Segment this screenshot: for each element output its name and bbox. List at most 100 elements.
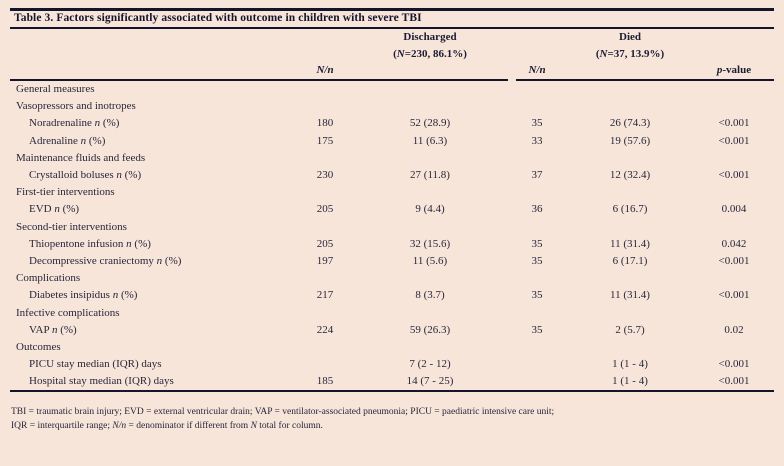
- section-row: Second-tier interventions: [10, 218, 774, 235]
- col-header-discharged-n: (N=230, 86.1%): [393, 47, 467, 60]
- section-row: Complications: [10, 270, 774, 287]
- cell-nn-died: 35: [531, 117, 543, 130]
- header-group-row: Discharged Died: [10, 29, 774, 46]
- cell-discharged: 8 (3.7): [415, 289, 445, 302]
- row-label: Noradrenaline n (%): [29, 117, 120, 130]
- row-label: Thiopentone infusion n (%): [29, 237, 151, 250]
- col-header-p-value: p-value: [716, 64, 752, 77]
- cell-p-value: 0.004: [721, 203, 747, 216]
- row-label: Adrenaline n (%): [29, 134, 106, 147]
- bottom-rule: [10, 389, 774, 392]
- cell-nn-discharged: 175: [316, 134, 334, 147]
- table-row: Noradrenaline n (%) 180 52 (28.9) 35 26 …: [10, 115, 774, 132]
- table-row: Thiopentone infusion n (%) 205 32 (15.6)…: [10, 235, 774, 252]
- row-label: Complications: [16, 272, 81, 285]
- cell-nn-died: 33: [531, 134, 543, 147]
- cell-p-value: 0.042: [721, 237, 747, 250]
- cell-died: 6 (17.1): [612, 254, 648, 267]
- cell-p-value: <0.001: [718, 358, 750, 371]
- cell-discharged: 11 (6.3): [412, 134, 448, 147]
- cell-discharged: 52 (28.9): [409, 117, 451, 130]
- col-header-died-n: (N=37, 13.9%): [595, 47, 665, 60]
- cell-nn-discharged: 180: [316, 117, 334, 130]
- col-header-nn-died: N/n: [528, 64, 546, 77]
- cell-nn-discharged: 205: [316, 203, 334, 216]
- row-label: Second-tier interventions: [16, 220, 127, 233]
- title-rule: [10, 27, 774, 29]
- table-footnote: TBI = traumatic brain injury; EVD = exte…: [10, 405, 774, 433]
- table-title: Table 3. Factors significantly associate…: [14, 12, 422, 24]
- cell-p-value: <0.001: [718, 117, 750, 130]
- cell-died: 2 (5.7): [615, 323, 645, 336]
- cell-discharged: 32 (15.6): [409, 237, 451, 250]
- col-header-died: Died: [619, 31, 641, 44]
- row-label: First-tier interventions: [16, 186, 115, 199]
- row-label: Crystalloid boluses n (%): [29, 169, 142, 182]
- cell-nn-died: 37: [531, 169, 543, 182]
- footnote-line-1: TBI = traumatic brain injury; EVD = exte…: [11, 406, 555, 417]
- section-row: Outcomes: [10, 338, 774, 355]
- section-row: Vasopressors and inotropes: [10, 98, 774, 115]
- cell-p-value: <0.001: [718, 254, 750, 267]
- header-subcolumn-row: N/n N/n p-value: [10, 62, 774, 79]
- header-count-row: (N=230, 86.1%) (N=37, 13.9%): [10, 46, 774, 63]
- cell-discharged: 9 (4.4): [415, 203, 445, 216]
- cell-nn-discharged: 185: [316, 375, 334, 388]
- row-label: Outcomes: [16, 340, 61, 353]
- cell-died: 12 (32.4): [609, 169, 651, 182]
- cell-discharged: 7 (2 - 12): [409, 358, 451, 371]
- section-row: Maintenance fluids and feeds: [10, 149, 774, 166]
- table-body: General measures Vasopressors and inotro…: [10, 81, 774, 390]
- cell-died: 11 (31.4): [610, 289, 650, 302]
- col-header-nn-discharged: N/n: [316, 64, 334, 77]
- table-row: Decompressive craniectomy n (%) 197 11 (…: [10, 252, 774, 269]
- cell-nn-discharged: 205: [316, 237, 334, 250]
- table-row: Hospital stay median (IQR) days 185 14 (…: [10, 373, 774, 390]
- section-row: Infective complications: [10, 304, 774, 321]
- cell-nn-discharged: 217: [316, 289, 334, 302]
- cell-nn-died: 35: [531, 289, 543, 302]
- cell-p-value: <0.001: [718, 289, 750, 302]
- cell-nn-discharged: 230: [316, 169, 334, 182]
- row-label: Decompressive craniectomy n (%): [29, 254, 182, 267]
- table-row: VAP n (%) 224 59 (26.3) 35 2 (5.7) 0.02: [10, 321, 774, 338]
- row-label: General measures: [16, 83, 95, 96]
- cell-p-value: 0.02: [724, 323, 744, 336]
- top-rule: [10, 8, 774, 11]
- section-row: General measures: [10, 81, 774, 98]
- cell-died: 11 (31.4): [610, 237, 650, 250]
- row-label: Diabetes insipidus n (%): [29, 289, 138, 302]
- cell-nn-discharged: 197: [316, 254, 334, 267]
- cell-died: 19 (57.6): [609, 134, 651, 147]
- row-label: Vasopressors and inotropes: [16, 100, 136, 113]
- table-row: Diabetes insipidus n (%) 217 8 (3.7) 35 …: [10, 287, 774, 304]
- cell-discharged: 14 (7 - 25): [406, 375, 454, 388]
- cell-discharged: 59 (26.3): [409, 323, 451, 336]
- footnote-line-2: IQR = interquartile range; N/n = denomin…: [11, 420, 323, 431]
- col-header-discharged: Discharged: [403, 31, 457, 44]
- row-label: Maintenance fluids and feeds: [16, 151, 146, 164]
- row-label: Hospital stay median (IQR) days: [29, 375, 174, 388]
- cell-nn-discharged: 224: [316, 323, 334, 336]
- table-row: PICU stay median (IQR) days 7 (2 - 12) 1…: [10, 356, 774, 373]
- table-row: EVD n (%) 205 9 (4.4) 36 6 (16.7) 0.004: [10, 201, 774, 218]
- cell-nn-died: 35: [531, 323, 543, 336]
- cell-nn-died: 35: [531, 254, 543, 267]
- row-label: EVD n (%): [29, 203, 80, 216]
- section-row: First-tier interventions: [10, 184, 774, 201]
- cell-p-value: <0.001: [718, 134, 750, 147]
- cell-died: 26 (74.3): [609, 117, 651, 130]
- cell-nn-died: 36: [531, 203, 543, 216]
- row-label: PICU stay median (IQR) days: [29, 358, 162, 371]
- cell-p-value: <0.001: [718, 169, 750, 182]
- cell-discharged: 27 (11.8): [410, 169, 450, 182]
- cell-died: 1 (1 - 4): [612, 358, 648, 371]
- row-label: VAP n (%): [29, 323, 77, 336]
- table-row: Crystalloid boluses n (%) 230 27 (11.8) …: [10, 166, 774, 183]
- cell-nn-died: 35: [531, 237, 543, 250]
- cell-p-value: <0.001: [718, 375, 750, 388]
- cell-died: 1 (1 - 4): [612, 375, 648, 388]
- cell-died: 6 (16.7): [612, 203, 648, 216]
- cell-discharged: 11 (5.6): [412, 254, 448, 267]
